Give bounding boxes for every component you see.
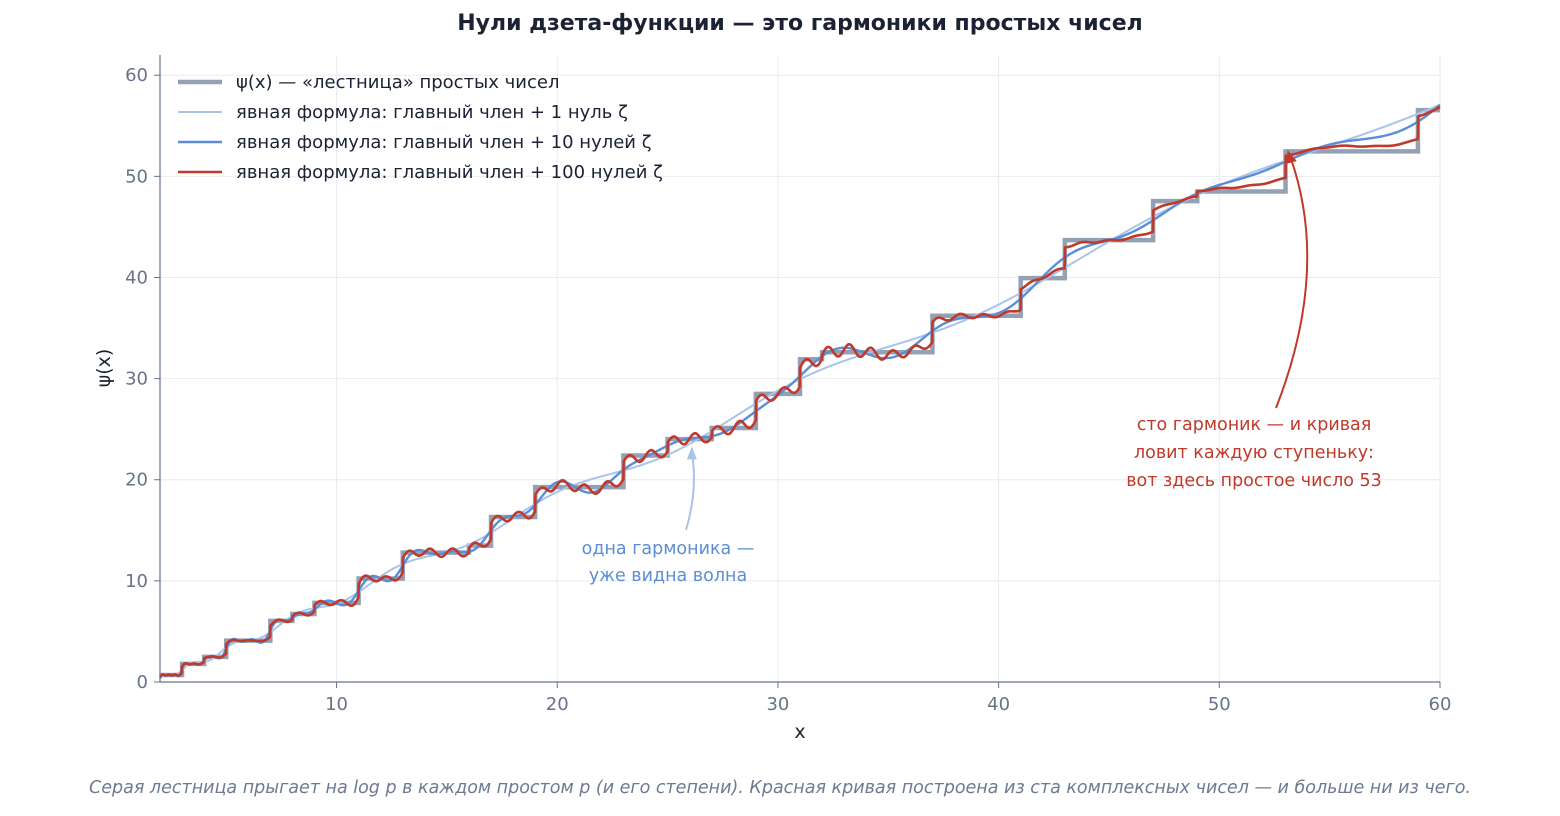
- x-axis-label: x: [794, 721, 805, 743]
- y-tick-label: 60: [125, 65, 148, 86]
- legend-label: явная формула: главный член + 1 нуль ζ: [236, 102, 628, 123]
- series-layer: [158, 103, 1441, 680]
- y-tick-label: 20: [125, 470, 148, 491]
- y-tick-label: 50: [125, 166, 148, 187]
- legend-label: явная формула: главный член + 10 нулей ζ: [236, 132, 652, 153]
- y-axis-label: ψ(x): [93, 349, 115, 388]
- annotation-hundred-harmonics-arrowhead: [1285, 150, 1297, 165]
- x-tick-label: 50: [1208, 694, 1231, 715]
- annotation-one-harmonic-arrow: [685, 452, 695, 531]
- annotations: одна гармоника — уже видна волна сто гармо…: [582, 150, 1382, 586]
- x-tick-label: 30: [766, 694, 789, 715]
- axes: [159, 55, 1440, 683]
- annotation-one-harmonic-arrowhead: [686, 446, 697, 460]
- y-tick-label: 30: [125, 369, 148, 390]
- x-tick-label: 40: [987, 694, 1010, 715]
- chart-title: Нули дзета-функции — это гармоники прост…: [457, 11, 1142, 36]
- y-tick-label: 0: [137, 672, 148, 693]
- annotation-hundred-harmonics-line: вот здесь простое число 53: [1126, 471, 1382, 491]
- grid: [160, 55, 1441, 683]
- legend-label: явная формула: главный член + 100 нулей …: [236, 162, 663, 183]
- caption: Серая лестница прыгает на log p в каждом…: [89, 778, 1471, 798]
- annotation-hundred-harmonics-arrow: [1275, 157, 1309, 409]
- legend: ψ(x) — «лестница» простых чисел явная фор…: [178, 72, 663, 183]
- series-100-zeros: [159, 105, 1441, 678]
- x-tick-label: 60: [1429, 694, 1452, 715]
- ticks: 10 20 30 40 50 60 0 10 20 30 40 50 60: [125, 65, 1451, 715]
- legend-label: ψ(x) — «лестница» простых чисел: [236, 72, 559, 93]
- series-staircase: [160, 107, 1440, 678]
- x-tick-label: 10: [325, 694, 348, 715]
- y-tick-label: 40: [125, 267, 148, 288]
- annotation-one-harmonic-line: одна гармоника —: [582, 539, 755, 559]
- y-tick-label: 10: [125, 571, 148, 592]
- annotation-hundred-harmonics-line: сто гармоник — и кривая: [1137, 415, 1372, 435]
- annotation-one-harmonic-line: уже видна волна: [589, 566, 747, 586]
- x-tick-label: 20: [546, 694, 569, 715]
- annotation-hundred-harmonics-line: ловит каждую ступеньку:: [1134, 443, 1374, 463]
